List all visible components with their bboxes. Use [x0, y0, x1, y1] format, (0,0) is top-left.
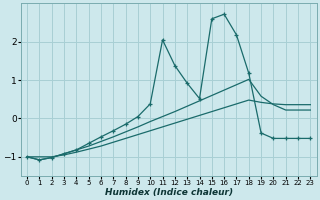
- X-axis label: Humidex (Indice chaleur): Humidex (Indice chaleur): [105, 188, 233, 197]
